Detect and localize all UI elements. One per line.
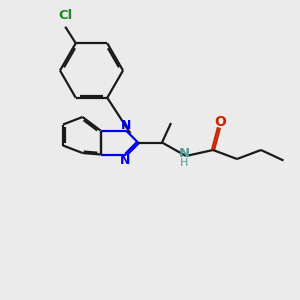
Text: Cl: Cl <box>58 9 72 22</box>
Text: N: N <box>179 147 190 160</box>
Text: N: N <box>120 154 130 167</box>
Text: O: O <box>214 115 226 129</box>
Text: H: H <box>180 158 189 169</box>
Text: N: N <box>121 118 131 132</box>
